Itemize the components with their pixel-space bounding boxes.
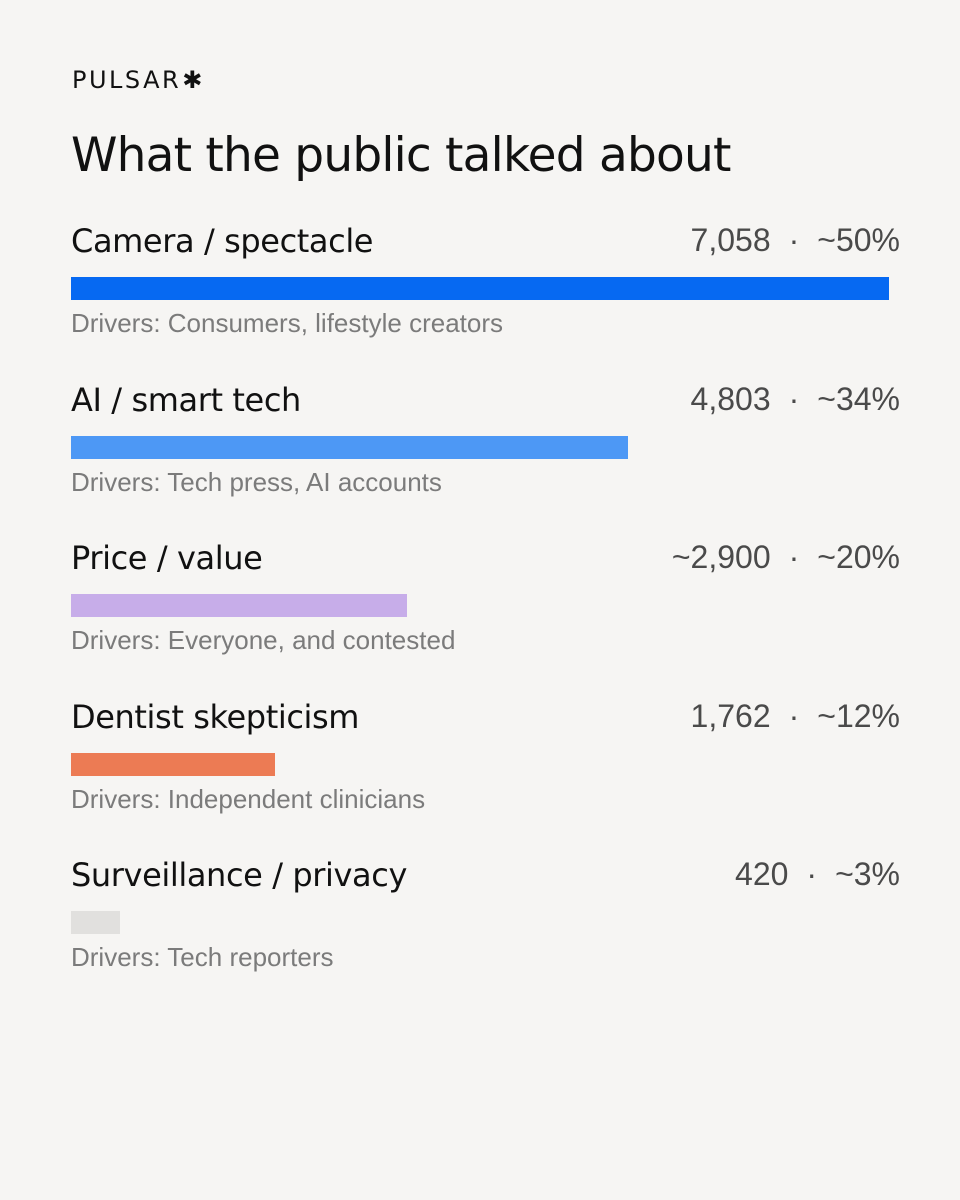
bar — [71, 435, 628, 459]
chart-title: What the public talked about — [71, 128, 731, 183]
bar-track — [71, 911, 889, 934]
chart-row: AI / smart tech 4,803 · ~34% Drivers: Tech… — [0, 381, 960, 531]
separator-dot: · — [806, 856, 818, 892]
category-label: AI / smart tech — [71, 380, 301, 419]
value-label: 7,058 · ~50% — [691, 222, 900, 259]
separator-dot: · — [788, 380, 800, 417]
brand-name: PULSAR — [72, 66, 182, 94]
category-label: Dentist skepticism — [71, 697, 360, 736]
count-label: 1,762 — [690, 697, 771, 734]
separator-dot: · — [788, 539, 800, 575]
bar-track — [71, 277, 889, 300]
chart-row: Surveillance / privacy 420 · ~3% Drivers: … — [0, 856, 960, 1006]
value-label: 1,762 · ~12% — [691, 698, 900, 735]
share-label: ~3% — [835, 856, 900, 892]
share-label: ~34% — [817, 380, 900, 417]
drivers-note: Drivers: Everyone, and contested — [71, 625, 456, 655]
count-label: 4,803 — [690, 380, 771, 417]
chart-row: Dentist skepticism 1,762 · ~12% Drivers: I… — [0, 698, 960, 848]
category-label: Price / value — [71, 539, 263, 577]
count-label: ~2,900 — [671, 539, 771, 575]
value-label: ~2,900 · ~20% — [672, 539, 900, 576]
category-label: Camera / spectacle — [71, 222, 374, 260]
chart-row: Price / value ~2,900 · ~20% Drivers: Every… — [0, 539, 960, 689]
bar — [71, 911, 120, 934]
value-label: 420 · ~3% — [735, 856, 900, 893]
bar — [71, 594, 407, 617]
separator-dot: · — [788, 697, 800, 734]
bar — [71, 277, 889, 300]
share-label: ~12% — [817, 697, 900, 734]
bar-track — [71, 435, 889, 459]
value-label: 4,803 · ~34% — [691, 381, 900, 418]
drivers-note: Drivers: Independent clinicians — [71, 783, 426, 814]
bar — [71, 752, 275, 776]
drivers-note: Drivers: Consumers, lifestyle creators — [71, 308, 503, 338]
separator-dot: · — [788, 222, 800, 258]
asterisk-icon: ✱ — [182, 66, 205, 94]
share-label: ~50% — [817, 222, 900, 258]
bar-track — [71, 594, 889, 617]
bar-track — [71, 752, 889, 776]
category-label: Surveillance / privacy — [71, 856, 407, 894]
count-label: 420 — [735, 856, 789, 892]
chart-row: Camera / spectacle 7,058 · ~50% Drivers: C… — [0, 222, 960, 372]
count-label: 7,058 — [690, 222, 771, 258]
brand-logo: PULSAR✱ — [72, 66, 205, 94]
drivers-note: Drivers: Tech reporters — [71, 942, 334, 972]
share-label: ~20% — [817, 539, 900, 575]
drivers-note: Drivers: Tech press, AI accounts — [71, 466, 442, 497]
